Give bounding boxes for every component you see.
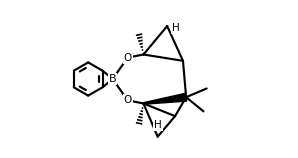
Text: O: O [124,95,132,105]
Text: H: H [172,23,180,33]
Polygon shape [143,93,187,104]
Text: H: H [154,120,162,130]
Text: B: B [109,74,117,84]
Text: O: O [124,53,132,63]
